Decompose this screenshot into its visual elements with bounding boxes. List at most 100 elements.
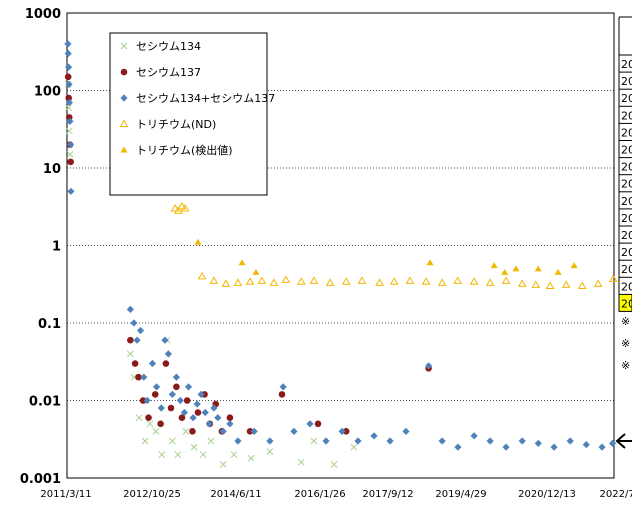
data-point xyxy=(501,268,509,275)
data-point xyxy=(130,319,138,327)
data-point xyxy=(230,451,238,459)
data-point xyxy=(65,98,73,107)
data-point xyxy=(152,383,161,391)
series-3 xyxy=(64,40,617,451)
data-point xyxy=(197,390,205,398)
data-point xyxy=(190,443,198,451)
data-point xyxy=(172,373,180,381)
data-point xyxy=(534,265,542,272)
data-point xyxy=(389,277,399,285)
data-point xyxy=(162,360,170,367)
data-point xyxy=(290,427,298,435)
grid-layer xyxy=(67,90,614,401)
side-table-cell: 20 xyxy=(621,229,632,242)
data-point xyxy=(342,428,350,435)
data-point xyxy=(189,414,197,422)
data-point xyxy=(517,279,527,287)
data-point xyxy=(354,437,362,445)
data-point xyxy=(593,279,603,287)
data-point xyxy=(279,383,287,391)
data-point xyxy=(139,397,147,404)
data-point xyxy=(269,278,279,286)
x-axis: 2011/3/11 2012/10/25 2014/6/11 2016/1/26 201… xyxy=(40,489,632,500)
legend-marker xyxy=(120,68,128,76)
data-point xyxy=(214,414,222,422)
data-point xyxy=(426,259,434,266)
data-point xyxy=(64,73,72,81)
data-point xyxy=(534,439,542,447)
data-point xyxy=(469,277,479,285)
data-point xyxy=(131,360,139,367)
x-tick-label: 2020/12/13 xyxy=(518,489,576,500)
side-table-cell: 20 xyxy=(621,280,632,293)
data-point xyxy=(219,427,227,435)
legend-label: トリチウム(ND) xyxy=(136,118,216,131)
data-point xyxy=(199,451,207,459)
data-point xyxy=(184,383,193,391)
data-point xyxy=(146,420,154,428)
legend-marker xyxy=(120,146,128,153)
data-point xyxy=(145,414,152,421)
data-point xyxy=(545,281,555,290)
data-point xyxy=(173,383,180,391)
data-point xyxy=(437,278,447,286)
data-point xyxy=(341,277,351,285)
side-table-highlight-label: 20 xyxy=(621,297,632,310)
data-point xyxy=(226,420,234,428)
data-point xyxy=(470,432,478,440)
side-table-cell: 20 xyxy=(621,195,632,208)
data-point xyxy=(152,427,160,435)
series-layer xyxy=(64,40,618,468)
data-point xyxy=(66,150,74,158)
data-point xyxy=(502,443,510,451)
data-point xyxy=(438,437,446,445)
data-point xyxy=(570,262,578,269)
side-table-cell: 20 xyxy=(621,109,632,122)
side-table-notes: ※ ※ ※ xyxy=(621,315,630,372)
data-point xyxy=(164,350,172,358)
legend-box xyxy=(109,32,268,196)
data-point xyxy=(309,276,319,284)
x-tick-label: 2011/3/11 xyxy=(40,489,91,500)
data-point xyxy=(65,80,73,88)
data-point xyxy=(140,373,148,381)
data-point xyxy=(338,427,346,435)
data-point xyxy=(189,428,196,435)
data-point xyxy=(133,336,141,344)
x-tick-label: 2012/10/25 xyxy=(123,489,181,500)
data-point xyxy=(234,437,242,445)
data-point xyxy=(66,141,75,149)
legend-label: セシウム134+セシウム137 xyxy=(136,92,275,105)
data-point xyxy=(219,460,227,468)
side-table-cell: 20 xyxy=(621,246,632,259)
data-point xyxy=(375,278,384,286)
y-tick-label: 0.001 xyxy=(20,472,61,487)
data-point xyxy=(161,336,169,344)
data-point xyxy=(148,359,157,368)
y-tick-label: 100 xyxy=(34,85,61,100)
side-table-cell: 20 xyxy=(621,178,632,191)
data-point xyxy=(210,404,218,412)
data-point xyxy=(127,336,134,344)
data-point xyxy=(205,420,213,428)
data-point xyxy=(180,408,189,417)
data-point xyxy=(135,373,142,381)
data-point xyxy=(266,448,274,455)
y-axis: 1000 100 10 1 0.1 0.01 0.001 xyxy=(20,7,61,487)
data-point xyxy=(310,437,318,445)
legend-label: トリチウム(検出値) xyxy=(136,143,233,157)
data-point xyxy=(250,427,258,435)
data-point xyxy=(350,443,358,451)
data-point xyxy=(143,396,151,405)
data-point xyxy=(370,432,378,440)
data-point xyxy=(135,414,143,422)
data-point xyxy=(582,440,590,449)
side-table-rows: 20 20 20 20 20 20 20 20 20 20 20 20 20 20 20 xyxy=(618,54,632,312)
data-point xyxy=(209,276,219,284)
data-point xyxy=(405,276,415,284)
data-point xyxy=(65,127,73,135)
data-point xyxy=(170,204,180,212)
data-point xyxy=(330,460,338,468)
